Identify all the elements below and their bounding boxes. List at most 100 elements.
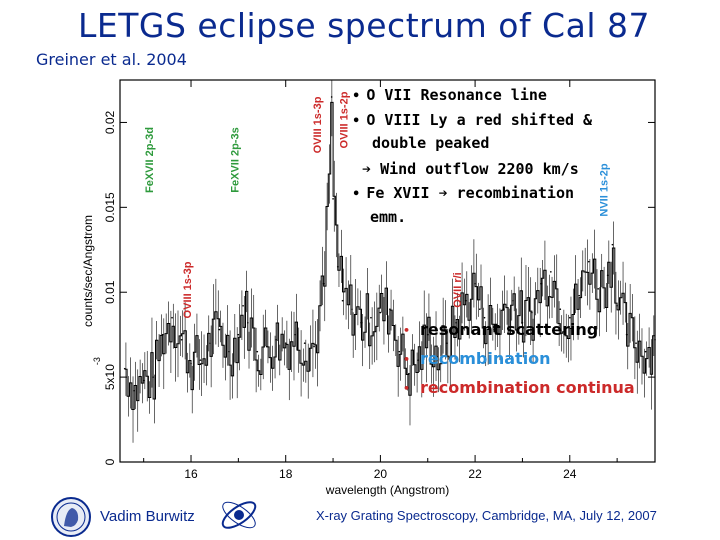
emission-line-label: NVII 1s-2p	[599, 163, 611, 216]
legend-recombination: • recombination	[403, 349, 551, 368]
arrow-right-icon: ➔	[438, 184, 457, 202]
data-point	[209, 342, 211, 344]
data-point	[336, 265, 339, 268]
bullet-dot-icon: •	[403, 353, 411, 366]
x-tick-label: 20	[374, 467, 388, 481]
data-point	[568, 316, 571, 319]
footer-conference: X-ray Grating Spectroscopy, Cambridge, M…	[316, 508, 657, 523]
legend-label: resonant scattering	[420, 320, 599, 339]
bullet-3-continued: emm.	[370, 208, 407, 226]
data-point	[142, 379, 145, 382]
data-point	[389, 308, 391, 311]
data-point	[436, 355, 439, 358]
bullet-dot-icon: •	[403, 324, 411, 337]
bullet-3: • Fe XVII ➔ recombination	[352, 184, 575, 202]
data-point	[237, 333, 240, 336]
slide-title: LETGS eclipse spectrum of Cal 87	[78, 6, 650, 45]
data-point	[180, 338, 183, 341]
legend-label: recombination	[420, 349, 551, 368]
data-point	[161, 333, 164, 336]
data-point	[247, 321, 249, 324]
chart-line-labels: FeXVII 2p-3d FeXVII 2p-3s OVIII 1s-3p OVIII…	[144, 91, 611, 318]
data-point	[398, 350, 401, 353]
data-point	[133, 389, 136, 392]
data-point	[379, 311, 382, 314]
data-point	[644, 350, 647, 353]
data-point	[625, 333, 628, 336]
data-point	[559, 308, 562, 311]
data-point	[540, 282, 543, 285]
x-axis-label: wavelength (Angstrom)	[325, 483, 449, 497]
data-point	[587, 260, 590, 263]
data-point	[265, 345, 268, 348]
data-point	[228, 350, 230, 353]
x-tick-label: 24	[563, 467, 577, 481]
data-point	[578, 294, 581, 297]
emission-line-label: OVII r/i	[452, 272, 464, 307]
data-point	[190, 362, 192, 365]
data-point	[123, 367, 126, 370]
legend-recombination-continua: • recombination continua	[403, 378, 635, 397]
data-point	[341, 299, 344, 302]
y-tick-label: 5x10	[103, 364, 117, 390]
data-point	[597, 288, 599, 290]
data-point	[370, 316, 372, 319]
data-point	[256, 350, 259, 353]
slide-subtitle: Greiner et al. 2004	[36, 50, 187, 69]
data-point	[360, 321, 363, 324]
data-point	[611, 243, 614, 246]
chart-axes: 16 18 20 22 24 0 5x10 0.01 0.015 0.02 -3 wavelength…	[81, 79, 656, 497]
x-tick-label: 16	[184, 467, 198, 481]
bullet-dot-icon: •	[403, 382, 411, 395]
data-point	[455, 321, 457, 324]
x-tick-label: 18	[279, 467, 293, 481]
chart-series	[123, 80, 656, 443]
data-point	[512, 299, 514, 302]
arrow-right-icon: ➔	[362, 160, 381, 178]
data-point	[464, 299, 467, 302]
emission-line-label: OVIII 1s-3p	[182, 261, 194, 318]
data-point	[479, 308, 481, 311]
spectrum-line	[124, 101, 655, 410]
data-point	[635, 342, 637, 344]
data-point	[474, 282, 476, 285]
y-tick-label: 0.02	[103, 110, 117, 134]
data-point	[351, 308, 353, 311]
data-point	[303, 342, 306, 344]
emission-line-label: FeXVII 2p-3d	[144, 127, 156, 193]
data-point	[493, 328, 495, 331]
data-point	[218, 328, 221, 331]
data-point	[531, 311, 533, 314]
y-tick-label: 0	[103, 458, 117, 465]
y-tick-label: 0.01	[103, 280, 117, 304]
data-point	[426, 333, 429, 336]
y-tick-exponent: -3	[92, 357, 102, 365]
legend-resonant-scattering: • resonant scattering	[403, 320, 598, 339]
data-point	[322, 282, 325, 285]
emission-line-label: FeXVII 2p-3s	[229, 127, 241, 192]
max-planck-seal-icon	[51, 497, 91, 537]
bullet-2-continued: double peaked	[372, 134, 490, 152]
data-point	[654, 338, 656, 341]
mpe-logo-icon	[221, 501, 257, 529]
y-axis-label: counts/sec/Angstrom	[81, 215, 95, 327]
y-tick-label: 0.015	[103, 192, 117, 222]
data-point	[417, 359, 420, 361]
x-tick-label: 22	[468, 467, 482, 481]
data-point	[445, 342, 448, 344]
data-point	[502, 308, 505, 311]
data-point	[275, 338, 278, 341]
data-point	[152, 376, 154, 378]
data-point	[294, 333, 296, 336]
data-point	[408, 372, 410, 375]
footer-author: Vadim Burwitz	[100, 508, 195, 525]
data-point	[521, 321, 524, 324]
data-point	[171, 316, 173, 319]
data-point	[199, 359, 202, 361]
bullet-2: • O VIII Ly a red shifted &	[352, 111, 593, 129]
plot-frame	[119, 79, 656, 463]
data-point	[332, 198, 334, 200]
data-point	[483, 316, 486, 319]
legend-label: recombination continua	[420, 378, 635, 397]
